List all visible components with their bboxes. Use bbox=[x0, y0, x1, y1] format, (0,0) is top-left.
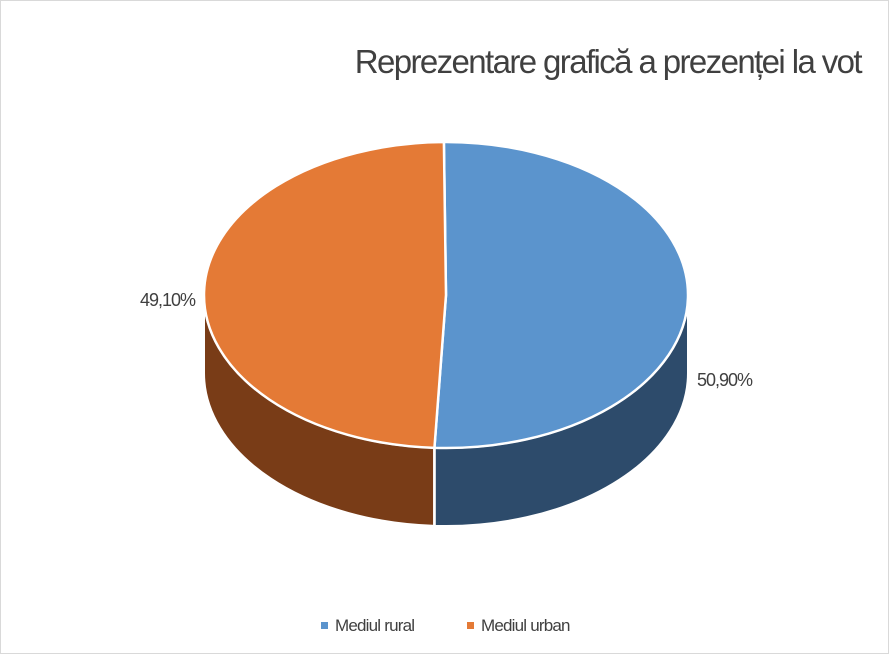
data-label-urban: 49,10% bbox=[140, 290, 196, 310]
data-label-rural: 50,90% bbox=[697, 370, 753, 390]
pie-slices-group bbox=[202, 140, 690, 527]
legend-swatch-urban bbox=[467, 622, 474, 629]
chart-title: Reprezentare grafică a prezenței la vot bbox=[355, 43, 863, 80]
pie-slice-rural bbox=[433, 140, 690, 450]
legend-swatch-rural bbox=[321, 622, 328, 629]
pie-slice-urban bbox=[202, 140, 448, 450]
legend: Mediul rural Mediul urban bbox=[321, 616, 571, 635]
legend-label-rural: Mediul rural bbox=[335, 616, 414, 635]
legend-label-urban: Mediul urban bbox=[481, 616, 570, 635]
